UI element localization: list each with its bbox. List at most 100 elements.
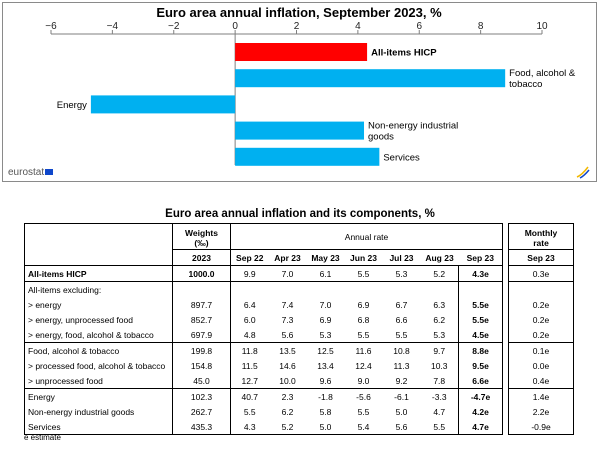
bar-label-3: Non-energy industrial goods [368,121,458,143]
weights-header: Weights (‰) [172,223,231,250]
subheader-jul-23: Jul 23 [382,249,421,266]
row-label: All-items HICP [24,265,173,282]
rate-cell: 5.6 [382,419,421,435]
monthly-cell: 0.3e [508,265,574,282]
monthly-cell: 0.2e [508,297,574,312]
eurostat-logo: eurostat [8,167,54,178]
inflation-table: Weights (‰) Annual rate 2023 Sep 22 Apr 23 May… [24,223,504,435]
rate-cell: 9.2 [382,373,421,389]
rate-cell: 5.2 [268,419,307,435]
monthly-row: 0.2e [508,297,574,312]
monthly-cell: 0.2e [508,327,574,343]
bar-0 [235,43,368,61]
subheader-row: 2023 Sep 22 Apr 23 May 23 Jun 23 Jul 23 Aug 23… [24,249,504,266]
x-tick-label: 8 [478,21,484,32]
rate-cell: 5.5 [420,419,459,435]
monthly-row: 0.4e [508,373,574,389]
rate-cell [307,282,345,298]
bar-label-2: Energy [57,100,87,111]
weight-cell: 102.3 [172,388,231,404]
rate-cell: 10.8 [393,345,410,356]
rate-cell: 12.7 [230,373,269,389]
x-tick-label: 4 [355,21,361,32]
eurostat-mark-icon [576,166,590,179]
weight-cell: 154.8 [172,358,231,373]
x-tick-label: 0 [232,21,238,32]
eu-flag-icon [45,169,54,176]
rate-cell: 7.0 [268,265,307,282]
row-label: > unprocessed food [24,373,173,389]
table-row: All-items HICP 1000.0 9.9 7.0 6.1 5.5 5.3 5.2 4.… [24,265,504,282]
table-row: All-items excluding: [24,281,504,298]
monthly-header: Monthly rate [508,223,574,250]
footnote: e estimate [24,433,61,442]
rate-cell: 12.4 [355,360,372,371]
rate-cell: 40.7 [230,388,269,404]
rate-cell: 10.0 [268,373,307,389]
monthly-cell: 0.1e [508,342,574,358]
weights-label: Weights [185,227,218,238]
row-label: Energy [24,388,173,404]
rate-cell [457,281,504,297]
corner-cell [24,249,173,266]
rate-cell: 11.8 [230,342,269,358]
x-tick-label: −4 [107,21,119,32]
rate-cell: 6.1 [306,265,345,282]
rate-cell: 7.4 [281,299,294,310]
x-tick-label: 6 [416,21,422,32]
table-row: > energy 897.7 6.4 7.4 7.0 6.9 6.7 6.3 5.5e [24,297,504,312]
rate-cell: 14.6 [279,360,296,371]
rate-cell: 6.6e [457,373,504,389]
table-row: > energy, food, alcohol & tobacco 697.9 4.… [24,327,504,343]
rate-cell: 7.0 [319,299,332,310]
rate-cell: -3.3 [431,391,447,402]
subheader-apr-23: Apr 23 [268,249,307,266]
monthly-row: 1.4e [508,388,574,404]
row-label: > processed food, alcohol & tobacco [24,358,173,373]
rate-cell: 11.5 [230,358,269,373]
rate-cell: 7.8 [420,373,459,389]
chart-panel: Euro area annual inflation, September 20… [2,2,597,182]
rate-cell: 6.4 [230,297,269,312]
monthly-header-row: Monthly rate [508,223,574,250]
weight-cell: 697.9 [172,327,231,343]
rate-cell: 6.6 [395,314,408,325]
rate-cell: 5.0 [306,419,345,435]
subheader-jun-23: Jun 23 [344,249,383,266]
rate-cell: 4.3e [457,265,504,282]
subheader-sep-22: Sep 22 [230,249,269,266]
rate-cell: 5.8 [319,406,332,417]
rate-cell: 4.7 [433,406,446,417]
rate-cell: 5.4 [344,419,383,435]
bar-2 [90,95,236,114]
rate-cell: 5.5 [382,327,421,343]
rate-cell: 6.2 [281,406,294,417]
row-label: Non-energy industrial goods [24,404,173,419]
monthly-row: -0.9e [508,419,574,435]
rate-cell: 10.3 [430,360,448,371]
table-row: Energy 102.3 40.7 2.3 -1.8 -5.6 -6.1 -3.3 -4.7e [24,388,504,404]
rate-cell: 6.0 [230,312,269,327]
rate-cell: 2.3 [281,391,294,402]
bar-3 [235,121,365,140]
rate-cell [421,282,459,298]
rate-cell: 5.5 [357,406,370,417]
header-row: Weights (‰) Annual rate [24,223,504,250]
bar-4 [235,147,380,166]
bar-1 [235,69,506,88]
monthly-row: 0.2e [508,312,574,327]
rate-cell: 4.5e [457,327,504,343]
x-tick-label: 2 [294,21,300,32]
monthly-cell [508,281,574,297]
bar-label-4: Services [383,152,420,163]
monthly-cell: 1.4e [508,388,574,404]
row-label: > energy [24,297,173,312]
rate-cell [383,282,421,298]
monthly-rate-table: Monthly rate Sep 23 0.3e 0.2e 0.2e 0.2e 0.1e 0.0… [508,223,574,435]
weight-cell: 1000.0 [172,265,231,282]
rate-cell: 9.6 [306,373,345,389]
rate-cell: 5.2 [420,265,459,282]
weight-cell [172,281,231,297]
monthly-cell: 0.4e [508,373,574,389]
row-label: Services [24,419,173,435]
